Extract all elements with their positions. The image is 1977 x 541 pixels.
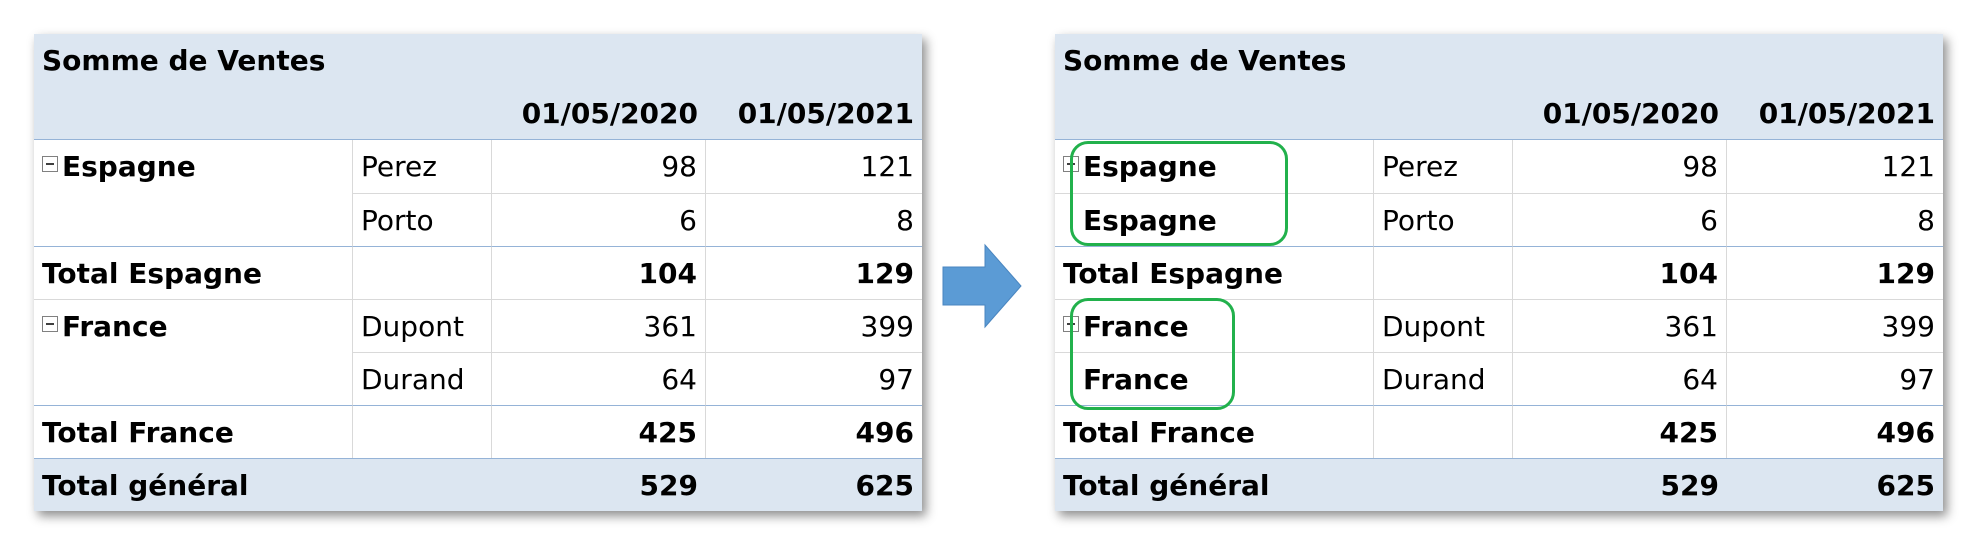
country-label: France [34, 299, 353, 352]
total-value: 496 [706, 405, 922, 458]
total-value: 529 [492, 458, 706, 511]
value: 97 [1727, 352, 1943, 405]
country-label: Espagne [34, 140, 353, 193]
column-header: 01/05/2020 [492, 87, 706, 140]
value: 6 [1513, 193, 1727, 246]
seller-label: Dupont [1374, 299, 1513, 352]
total-value: 625 [706, 458, 922, 511]
total-value: 104 [492, 246, 706, 299]
total-value: 625 [1727, 458, 1943, 511]
value: 121 [860, 150, 914, 183]
value: 98 [492, 140, 706, 193]
country-label: Espagne [1055, 193, 1374, 246]
total-value: 129 [1727, 246, 1943, 299]
value: 8 [1727, 193, 1943, 246]
grand-total-label: Total général [1055, 458, 1513, 511]
total-value: 129 [706, 246, 922, 299]
total-value: 425 [492, 405, 706, 458]
table-title: Somme de Ventes [1055, 34, 1943, 87]
value: 64 [1513, 352, 1727, 405]
table-title: Somme de Ventes [34, 34, 922, 87]
seller-label: Porto [1374, 193, 1513, 246]
total-label: Total Espagne [1055, 246, 1374, 299]
seller-label: Durand [353, 352, 492, 405]
value: 121 [1881, 150, 1935, 183]
value: 8 [706, 193, 922, 246]
collapse-icon[interactable] [42, 316, 58, 332]
pivot-table-after: Somme de Ventes 01/05/2020 01/05/2021 Espag… [1055, 34, 1943, 511]
country-label: France [1055, 352, 1374, 405]
blank-cell [353, 405, 492, 458]
highlight-espagne [1070, 141, 1288, 246]
arrow [942, 243, 1022, 329]
seller-label: Dupont [353, 299, 492, 352]
collapse-icon[interactable] [42, 156, 58, 172]
highlight-france [1070, 298, 1235, 410]
header-blank [1055, 87, 1513, 140]
total-value: 529 [1513, 458, 1727, 511]
value: 399 [706, 299, 922, 352]
blank-cell [353, 246, 492, 299]
seller-label: Durand [1374, 352, 1513, 405]
pivot-table-before: Somme de Ventes 01/05/2020 01/05/2021 Espag… [34, 34, 922, 511]
column-header: 01/05/2021 [1727, 87, 1943, 140]
value: 361 [492, 299, 706, 352]
total-label: Total Espagne [34, 246, 353, 299]
total-label: Total France [34, 405, 353, 458]
value: 97 [706, 352, 922, 405]
value: 361 [1513, 299, 1727, 352]
total-label: Total France [1055, 405, 1374, 458]
blank-cell [1374, 405, 1513, 458]
column-header: 01/05/2021 [706, 87, 922, 140]
blank-cell [1374, 246, 1513, 299]
seller-label: Perez [353, 140, 492, 193]
value: 399 [1727, 299, 1943, 352]
country-label [34, 193, 353, 246]
column-header: 01/05/2020 [1513, 87, 1727, 140]
total-value: 104 [1513, 246, 1727, 299]
value: 6 [492, 193, 706, 246]
country-label: Espagne [1055, 140, 1374, 193]
header-blank [34, 87, 492, 140]
grand-total-label: Total général [34, 458, 492, 511]
country-label [34, 352, 353, 405]
value: 98 [1513, 140, 1727, 193]
seller-label: Perez [1374, 140, 1513, 193]
value: 64 [492, 352, 706, 405]
total-value: 425 [1513, 405, 1727, 458]
total-value: 496 [1727, 405, 1943, 458]
seller-label: Porto [353, 193, 492, 246]
